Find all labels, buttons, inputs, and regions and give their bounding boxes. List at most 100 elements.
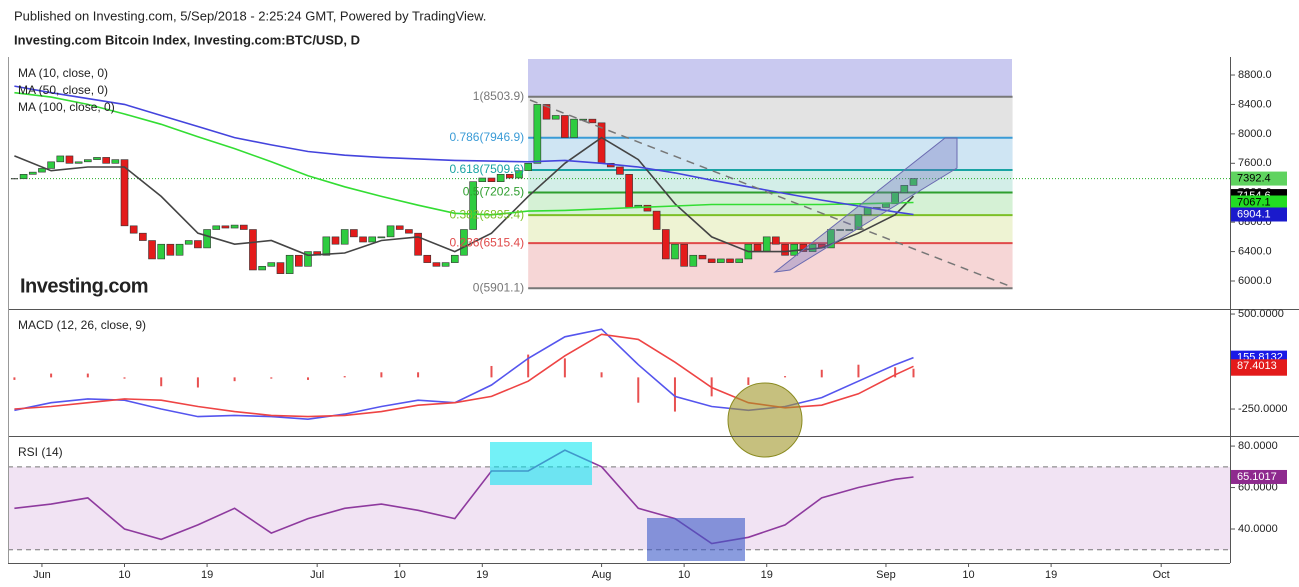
candle	[175, 243, 184, 256]
plot	[8, 85, 1230, 545]
value-label-bg	[1231, 359, 1287, 374]
candle	[350, 229, 358, 238]
candle	[285, 254, 294, 274]
y-tick-label: 6400.0	[1238, 245, 1272, 257]
series-line	[14, 91, 914, 216]
y-tick-label: 40.0000	[1238, 523, 1278, 535]
candle	[276, 262, 285, 274]
labels: 6000.06400.06800.07200.07600.08000.08400…	[18, 66, 1288, 581]
x-tick-label: Aug	[592, 569, 612, 581]
candle	[423, 254, 432, 263]
candle	[84, 159, 92, 163]
highlight-box	[490, 442, 592, 485]
y-tick-label: 8800.0	[1238, 69, 1272, 81]
candle	[854, 214, 863, 230]
candle	[680, 243, 688, 267]
panel-title: RSI (14)	[18, 445, 63, 459]
candle	[900, 185, 909, 194]
candle	[322, 236, 331, 256]
candle	[717, 258, 725, 263]
value-label-bg	[1231, 171, 1287, 186]
candle	[304, 251, 312, 267]
legend-entry: MA (50, close, 0)	[18, 83, 108, 97]
candle	[698, 254, 707, 260]
value-label: 6904.1	[1237, 208, 1271, 220]
y-tick-label: 60.0000	[1238, 481, 1278, 493]
fib-top-zone	[528, 59, 1012, 97]
candle	[194, 240, 202, 249]
candle	[561, 115, 569, 138]
value-label-bg	[1231, 207, 1287, 222]
fib-band	[528, 169, 1013, 193]
candle	[111, 159, 120, 164]
candle	[340, 229, 349, 245]
candle	[359, 236, 367, 243]
candle	[47, 161, 55, 169]
candle	[909, 178, 918, 186]
candle	[432, 262, 441, 267]
candle	[781, 243, 789, 256]
rsi-band	[8, 466, 1230, 550]
candle	[395, 225, 404, 230]
candle	[469, 181, 477, 230]
candle	[551, 115, 560, 120]
candle	[726, 258, 734, 263]
candle	[212, 225, 221, 230]
candle	[441, 262, 450, 267]
value-label: 7067.1	[1237, 196, 1271, 208]
series-line	[14, 449, 914, 545]
candle	[74, 161, 83, 164]
candle	[652, 210, 661, 230]
candle	[65, 155, 74, 164]
candle	[533, 104, 542, 164]
candle	[570, 118, 578, 138]
candle	[762, 236, 771, 252]
candle	[707, 258, 716, 263]
candle	[414, 232, 422, 256]
y-tick-label: 8400.0	[1238, 98, 1272, 110]
candle	[166, 243, 175, 256]
candle	[203, 229, 211, 249]
x-tick-label: Oct	[1153, 569, 1170, 581]
candle	[799, 243, 808, 252]
candle	[386, 225, 395, 238]
legend-entry: MA (10, close, 0)	[18, 66, 108, 80]
trend-line	[529, 99, 1013, 288]
candle	[56, 155, 65, 163]
fib-label: 0.618(7509.6)	[449, 162, 524, 176]
candle	[616, 166, 624, 175]
candle	[460, 229, 468, 256]
chart-title: Investing.com Bitcoin Index, Investing.c…	[14, 32, 360, 47]
candle	[753, 243, 762, 252]
y-tick-label: 6000.0	[1238, 275, 1272, 287]
x-tick-label: 19	[1045, 569, 1057, 581]
candle	[671, 243, 679, 260]
y-tick-label: 7600.0	[1238, 157, 1272, 169]
candle	[19, 174, 28, 180]
fib-label: 0.786(7946.9)	[449, 130, 524, 144]
candle	[38, 168, 46, 173]
candle	[129, 225, 138, 234]
legend-entry: MA (100, close, 0)	[18, 100, 115, 114]
y-tick-label: 500.0000	[1238, 308, 1284, 320]
fib-label: 0.236(6515.4)	[449, 235, 524, 249]
candle	[102, 157, 110, 164]
candle	[845, 229, 854, 231]
x-tick-label: 19	[476, 569, 488, 581]
x-tick-label: Sep	[876, 569, 896, 581]
candle	[689, 254, 698, 267]
value-label-bg	[1231, 195, 1287, 210]
series-line	[14, 136, 915, 257]
fib-label: 0(5901.1)	[473, 280, 524, 294]
y-tick-label: 8000.0	[1238, 128, 1272, 140]
candle	[239, 224, 248, 230]
candle	[405, 229, 413, 234]
channel	[773, 137, 958, 273]
candle	[295, 254, 303, 267]
value-label: 65.1017	[1237, 471, 1277, 483]
value-label: 7392.4	[1237, 172, 1271, 184]
x-tick-label: 10	[962, 569, 974, 581]
candle	[249, 229, 257, 271]
logo: Investing.com	[20, 275, 148, 297]
